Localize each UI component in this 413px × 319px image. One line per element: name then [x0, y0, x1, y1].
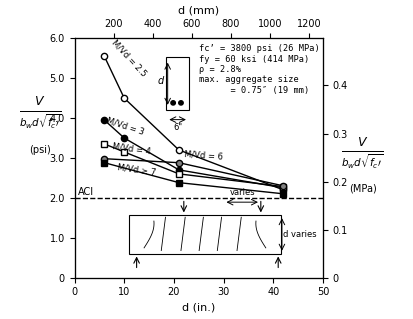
Text: $V$: $V$ — [34, 95, 45, 108]
Text: M/Vd = 2.5: M/Vd = 2.5 — [110, 38, 148, 78]
Text: $V$: $V$ — [356, 136, 368, 149]
Text: (psi): (psi) — [29, 145, 50, 155]
Text: 6": 6" — [173, 123, 182, 132]
Text: fc’ = 3800 psi (26 MPa)
fy = 60 ksi (414 MPa)
ρ = 2.8%
max. aggregate size
     : fc’ = 3800 psi (26 MPa) fy = 60 ksi (414… — [198, 44, 319, 95]
Text: M/Vd = 4: M/Vd = 4 — [112, 142, 151, 156]
X-axis label: d (mm): d (mm) — [178, 5, 219, 15]
Text: M/Vd = 6: M/Vd = 6 — [183, 149, 223, 161]
Bar — [166, 57, 188, 110]
Text: d: d — [157, 76, 163, 86]
Circle shape — [178, 101, 183, 105]
Circle shape — [171, 101, 175, 105]
Text: $\overline{b_w d\sqrt{f_c{\prime}}}$: $\overline{b_w d\sqrt{f_c{\prime}}}$ — [341, 150, 383, 171]
Text: varies: varies — [229, 189, 254, 197]
Text: d varies: d varies — [282, 230, 316, 239]
Text: M/Vd = 3: M/Vd = 3 — [106, 115, 145, 136]
X-axis label: d (in.): d (in.) — [182, 303, 215, 313]
Text: $\overline{b_w d\sqrt{f_c{\prime}}}$: $\overline{b_w d\sqrt{f_c{\prime}}}$ — [19, 109, 61, 131]
Bar — [129, 215, 280, 254]
Text: M/Vd ≥ 7: M/Vd ≥ 7 — [116, 162, 156, 177]
Text: ACI: ACI — [78, 187, 94, 197]
Text: (MPa): (MPa) — [348, 183, 376, 193]
